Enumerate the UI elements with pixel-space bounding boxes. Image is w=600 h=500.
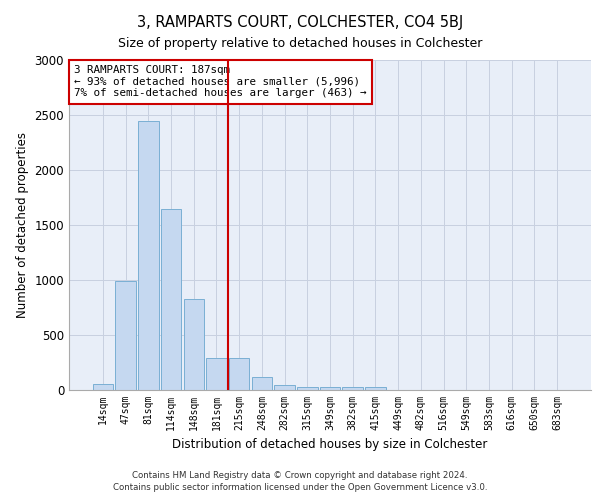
Bar — [184, 298, 204, 390]
Bar — [93, 384, 113, 390]
Bar — [138, 120, 158, 390]
Text: 3, RAMPARTS COURT, COLCHESTER, CO4 5BJ: 3, RAMPARTS COURT, COLCHESTER, CO4 5BJ — [137, 15, 463, 30]
Bar — [115, 281, 136, 390]
Bar — [365, 386, 386, 390]
Bar — [161, 208, 181, 390]
Bar — [206, 358, 227, 390]
Bar — [320, 386, 340, 390]
Bar — [343, 387, 363, 390]
Bar — [297, 386, 317, 390]
Text: Size of property relative to detached houses in Colchester: Size of property relative to detached ho… — [118, 38, 482, 51]
Y-axis label: Number of detached properties: Number of detached properties — [16, 132, 29, 318]
Text: Contains HM Land Registry data © Crown copyright and database right 2024.: Contains HM Land Registry data © Crown c… — [132, 471, 468, 480]
X-axis label: Distribution of detached houses by size in Colchester: Distribution of detached houses by size … — [172, 438, 488, 452]
Bar — [274, 384, 295, 390]
Bar — [229, 358, 250, 390]
Text: 3 RAMPARTS COURT: 187sqm
← 93% of detached houses are smaller (5,996)
7% of semi: 3 RAMPARTS COURT: 187sqm ← 93% of detach… — [74, 65, 367, 98]
Text: Contains public sector information licensed under the Open Government Licence v3: Contains public sector information licen… — [113, 484, 487, 492]
Bar — [251, 378, 272, 390]
